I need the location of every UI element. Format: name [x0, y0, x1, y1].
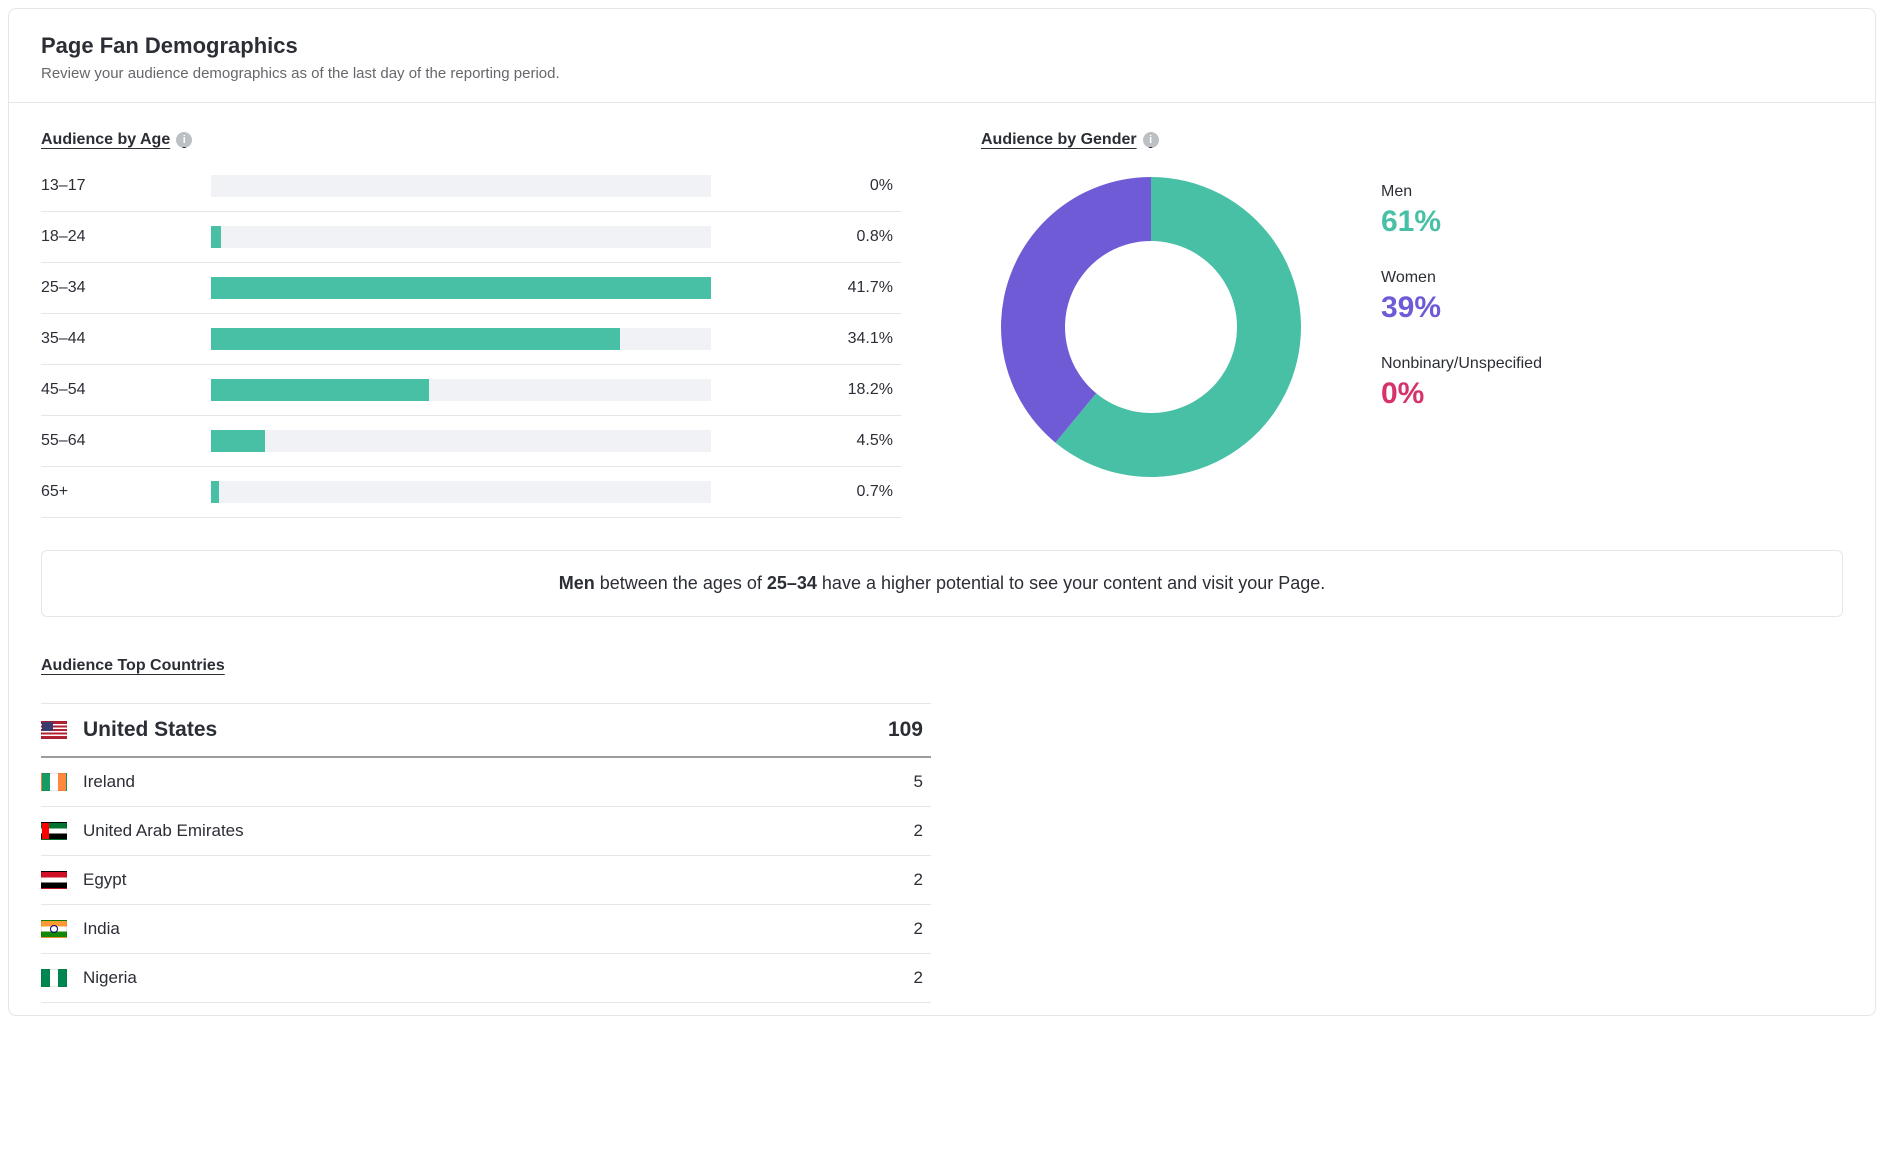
audience-top-countries-heading[interactable]: Audience Top Countries	[41, 657, 225, 675]
age-row: 55–64 4.5%	[41, 416, 901, 467]
country-flag-icon	[41, 773, 67, 791]
card-body: Audience by Age i 13–17 0% 18–24 0.8% 25–34 4…	[9, 103, 1875, 1015]
country-value: 2	[914, 870, 931, 890]
age-bar-fill	[211, 226, 221, 248]
age-bar-fill	[211, 430, 265, 452]
age-value: 18.2%	[711, 381, 901, 399]
gender-percentage: 61%	[1381, 205, 1621, 239]
country-name: Egypt	[83, 870, 898, 890]
audience-by-gender-section: Audience by Gender i Men 61% Women 39% Nonbi…	[981, 131, 1621, 518]
page-title: Page Fan Demographics	[41, 33, 1843, 59]
country-value: 2	[914, 919, 931, 939]
page-subtitle: Review your audience demographics as of …	[41, 65, 1843, 82]
gender-donut-chart	[981, 167, 1321, 477]
audience-top-countries-title: Audience Top Countries	[41, 657, 225, 675]
insight-age-bold: 25–34	[767, 573, 817, 593]
country-row: Nigeria 2	[41, 954, 931, 1003]
country-value: 2	[914, 968, 931, 988]
country-row: Ireland 5	[41, 758, 931, 807]
country-value: 5	[914, 772, 931, 792]
insight-callout: Men between the ages of 25–34 have a hig…	[41, 550, 1843, 617]
gender-percentage: 0%	[1381, 377, 1621, 411]
country-flag-icon	[41, 871, 67, 889]
country-flag-icon	[41, 969, 67, 987]
age-label: 55–64	[41, 432, 211, 450]
age-row: 45–54 18.2%	[41, 365, 901, 416]
audience-by-age-heading[interactable]: Audience by Age i	[41, 131, 192, 149]
age-label: 18–24	[41, 228, 211, 246]
audience-by-age-section: Audience by Age i 13–17 0% 18–24 0.8% 25–34 4…	[41, 131, 901, 518]
age-label: 65+	[41, 483, 211, 501]
gender-label: Nonbinary/Unspecified	[1381, 355, 1621, 373]
info-icon[interactable]: i	[1143, 132, 1159, 148]
info-icon[interactable]: i	[176, 132, 192, 148]
age-bar-fill	[211, 328, 620, 350]
age-label: 35–44	[41, 330, 211, 348]
age-bar-track	[211, 481, 711, 503]
age-row: 13–17 0%	[41, 167, 901, 212]
audience-by-gender-title: Audience by Gender	[981, 131, 1137, 149]
age-bar-track	[211, 430, 711, 452]
country-value: 2	[914, 821, 931, 841]
age-value: 0.8%	[711, 228, 901, 246]
age-value: 0%	[711, 177, 901, 195]
country-flag-icon	[41, 920, 67, 938]
country-flag-icon	[41, 721, 67, 739]
country-name: India	[83, 919, 898, 939]
age-bar-track	[211, 379, 711, 401]
country-flag-icon	[41, 822, 67, 840]
age-value: 41.7%	[711, 279, 901, 297]
age-bar-track	[211, 328, 711, 350]
age-label: 13–17	[41, 177, 211, 195]
demographics-card: Page Fan Demographics Review your audien…	[8, 8, 1876, 1016]
country-name: United States	[83, 718, 872, 742]
gender-legend-item: Women 39%	[1381, 269, 1621, 325]
age-value: 0.7%	[711, 483, 901, 501]
age-bar-track	[211, 277, 711, 299]
insight-mid-text: between the ages of	[595, 573, 767, 593]
age-label: 25–34	[41, 279, 211, 297]
age-bar-fill	[211, 481, 219, 503]
country-name: Ireland	[83, 772, 898, 792]
audience-top-countries-section: Audience Top Countries United States 109 I…	[41, 657, 931, 1015]
age-row: 35–44 34.1%	[41, 314, 901, 365]
country-name: United Arab Emirates	[83, 821, 898, 841]
age-bar-track	[211, 226, 711, 248]
age-value: 34.1%	[711, 330, 901, 348]
country-row: Egypt 2	[41, 856, 931, 905]
audience-by-gender-heading[interactable]: Audience by Gender i	[981, 131, 1159, 149]
age-row: 18–24 0.8%	[41, 212, 901, 263]
age-label: 45–54	[41, 381, 211, 399]
insight-gender-bold: Men	[559, 573, 595, 593]
country-row: India 2	[41, 905, 931, 954]
gender-legend-item: Nonbinary/Unspecified 0%	[1381, 355, 1621, 411]
age-bar-fill	[211, 277, 711, 299]
donut-slice	[1001, 177, 1151, 443]
country-list: United States 109 Ireland 5 United Arab Emir…	[41, 704, 931, 1003]
audience-by-age-title: Audience by Age	[41, 131, 170, 149]
gender-label: Men	[1381, 183, 1621, 201]
age-bar-track	[211, 175, 711, 197]
gender-legend: Men 61% Women 39% Nonbinary/Unspecified 0%	[1381, 167, 1621, 441]
age-bar-list: 13–17 0% 18–24 0.8% 25–34 41.7% 35–44 34.1% 45–5…	[41, 167, 901, 518]
card-header: Page Fan Demographics Review your audien…	[9, 9, 1875, 103]
gender-legend-item: Men 61%	[1381, 183, 1621, 239]
age-bar-fill	[211, 379, 429, 401]
country-value: 109	[888, 718, 931, 742]
age-row: 65+ 0.7%	[41, 467, 901, 518]
country-name: Nigeria	[83, 968, 898, 988]
insight-suffix-text: have a higher potential to see your cont…	[817, 573, 1325, 593]
age-value: 4.5%	[711, 432, 901, 450]
gender-label: Women	[1381, 269, 1621, 287]
age-row: 25–34 41.7%	[41, 263, 901, 314]
country-row: United Arab Emirates 2	[41, 807, 931, 856]
country-row: United States 109	[41, 704, 931, 758]
gender-percentage: 39%	[1381, 291, 1621, 325]
